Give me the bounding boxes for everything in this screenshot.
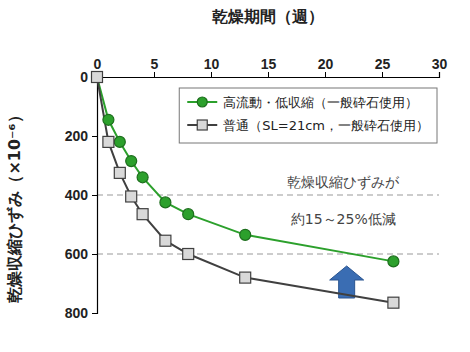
- y-tick: 400: [65, 187, 97, 203]
- point-group: [388, 256, 399, 267]
- x-tick-label: 15: [261, 56, 277, 72]
- x-tick-mark: [325, 72, 326, 77]
- y-tick-label: 800: [65, 305, 89, 321]
- point: [103, 114, 114, 125]
- point-group: [126, 156, 137, 167]
- y-tick: 800: [65, 305, 97, 321]
- x-tick-mark: [268, 72, 269, 77]
- point-group: [137, 172, 148, 183]
- legend-marker-group: [197, 97, 207, 107]
- point: [388, 297, 399, 308]
- x-tick-label: 5: [151, 56, 159, 72]
- x-axis: 0 5 10 15 20 25 30: [94, 56, 448, 78]
- point: [388, 256, 399, 267]
- x-tick-mark: [154, 72, 155, 77]
- reference-line: [97, 195, 439, 196]
- legend-marker: [197, 120, 207, 130]
- y-tick-label: 600: [65, 246, 89, 262]
- y-tick-label: 400: [65, 187, 89, 203]
- x-tick: 15: [261, 56, 277, 77]
- point-group: [92, 72, 103, 83]
- x-axis-title: 乾燥期間（週）: [212, 7, 324, 26]
- point: [240, 272, 251, 283]
- point: [137, 209, 148, 220]
- legend-box: [179, 88, 437, 143]
- x-tick-label: 10: [204, 56, 220, 72]
- x-tick: 10: [204, 56, 220, 77]
- x-tick-label: 25: [375, 56, 391, 72]
- y-tick: 200: [65, 128, 97, 144]
- legend-label: 普通（SL=21cm，一般砕石使用）: [223, 118, 429, 133]
- y-tick-label: 0: [80, 69, 88, 85]
- legend: 高流動・低収縮（一般砕石使用） 普通（SL=21cm，一般砕石使用）: [179, 88, 437, 143]
- point: [240, 229, 251, 240]
- point-group: [183, 209, 194, 220]
- point: [103, 136, 114, 147]
- x-tick-mark: [439, 72, 440, 77]
- point: [92, 72, 103, 83]
- point: [114, 167, 125, 178]
- x-tick-mark: [382, 72, 383, 77]
- legend-entry: 高流動・低収縮（一般砕石使用）: [187, 95, 418, 110]
- x-tick-label: 20: [318, 56, 334, 72]
- point: [137, 172, 148, 183]
- point-group: [160, 197, 171, 208]
- annotation: 約15～25%低減: [291, 211, 396, 227]
- x-tick: 30: [432, 56, 448, 77]
- point-group: [137, 209, 148, 220]
- point-group: [240, 272, 251, 283]
- x-tick-mark: [211, 72, 212, 77]
- point: [183, 249, 194, 260]
- reference-lines: [97, 195, 439, 254]
- chart: 0 5 10 15 20 25 30 0 200 400 600 800 乾燥収縮ひずみが約15～25%…: [0, 0, 470, 352]
- point: [160, 235, 171, 246]
- reference-line: [97, 254, 439, 255]
- point-group: [114, 136, 125, 147]
- legend-label: 高流動・低収縮（一般砕石使用）: [223, 95, 418, 110]
- plot: 0 5 10 15 20 25 30 0 200 400 600 800 乾燥収縮ひずみが約15～25%…: [65, 56, 448, 321]
- point-group: [114, 167, 125, 178]
- point: [92, 72, 103, 83]
- x-axis-line: [98, 72, 440, 78]
- y-axis-title: 乾燥収縮ひずみ（×10⁻⁶）: [5, 107, 24, 302]
- y-tick-mark: [92, 313, 97, 314]
- point: [183, 209, 194, 220]
- x-tick-label: 30: [432, 56, 448, 72]
- point-group: [240, 229, 251, 240]
- y-axis: 0 200 400 600 800: [65, 69, 98, 321]
- point-group: [103, 136, 114, 147]
- legend-entry: 普通（SL=21cm，一般砕石使用）: [187, 118, 429, 133]
- annotation: 乾燥収縮ひずみが: [287, 174, 400, 190]
- point: [114, 136, 125, 147]
- point-group: [160, 235, 171, 246]
- x-tick-label: 0: [94, 56, 102, 72]
- legend-marker: [197, 97, 207, 107]
- y-tick-mark: [92, 136, 97, 137]
- point-group: [388, 297, 399, 308]
- legend-marker-group: [197, 120, 207, 130]
- y-tick-mark: [92, 195, 97, 196]
- x-tick: 5: [151, 56, 159, 77]
- point: [126, 156, 137, 167]
- point-group: [183, 249, 194, 260]
- y-tick-mark: [92, 254, 97, 255]
- y-tick-label: 200: [65, 128, 89, 144]
- point-group: [126, 191, 137, 202]
- point-group: [92, 72, 103, 83]
- point: [126, 191, 137, 202]
- point: [160, 197, 171, 208]
- y-axis-line: [92, 78, 98, 314]
- y-tick: 600: [65, 246, 97, 262]
- x-tick: 25: [375, 56, 391, 77]
- x-tick: 20: [318, 56, 334, 77]
- point-group: [103, 114, 114, 125]
